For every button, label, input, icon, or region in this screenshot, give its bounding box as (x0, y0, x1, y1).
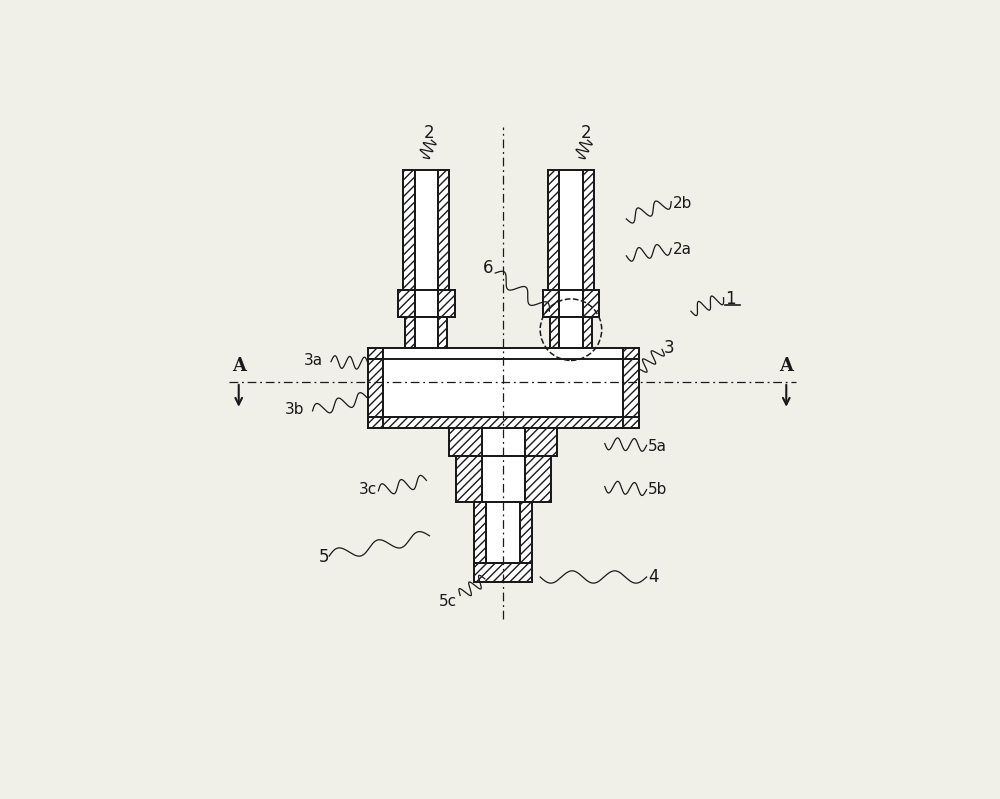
Bar (403, 169, 415, 290)
Bar (415, 169, 438, 290)
Bar (474, 502, 486, 563)
Text: 1: 1 (725, 290, 735, 308)
Bar (583, 317, 592, 348)
Text: 2b: 2b (672, 196, 692, 211)
Bar (368, 417, 639, 428)
Bar (438, 317, 447, 348)
Bar (525, 428, 557, 455)
Text: 3c: 3c (359, 482, 377, 497)
Bar (438, 290, 455, 317)
Bar (623, 360, 639, 428)
Bar (520, 502, 532, 563)
Bar (482, 428, 525, 455)
Text: 4: 4 (648, 568, 658, 586)
Bar (543, 290, 559, 317)
Text: 2a: 2a (672, 242, 691, 257)
Text: A: A (779, 356, 793, 375)
Bar (559, 169, 583, 290)
Bar (486, 502, 520, 563)
Text: 2: 2 (424, 124, 435, 141)
Text: 5a: 5a (648, 439, 667, 454)
Bar (559, 290, 583, 317)
Text: 3: 3 (663, 339, 674, 357)
Bar (368, 348, 639, 360)
Bar (456, 455, 482, 502)
Bar (449, 428, 482, 455)
Text: A: A (232, 356, 246, 375)
Text: 2: 2 (581, 124, 592, 141)
Bar (415, 317, 438, 348)
Bar (398, 290, 415, 317)
Bar (383, 348, 623, 428)
Text: 6: 6 (483, 259, 493, 277)
Bar (474, 563, 532, 582)
Bar (583, 169, 594, 290)
Bar (583, 290, 599, 317)
Text: 5b: 5b (648, 482, 667, 497)
Text: 3a: 3a (303, 353, 322, 368)
Text: 5c: 5c (439, 594, 457, 609)
Bar (548, 169, 559, 290)
Bar (368, 360, 383, 428)
Bar (525, 455, 551, 502)
Text: 3b: 3b (285, 402, 304, 417)
Bar (438, 169, 449, 290)
Bar (482, 455, 525, 502)
Bar (559, 317, 583, 348)
Bar (550, 317, 559, 348)
Bar (415, 290, 438, 317)
Bar (405, 317, 415, 348)
Text: 5: 5 (319, 548, 329, 566)
